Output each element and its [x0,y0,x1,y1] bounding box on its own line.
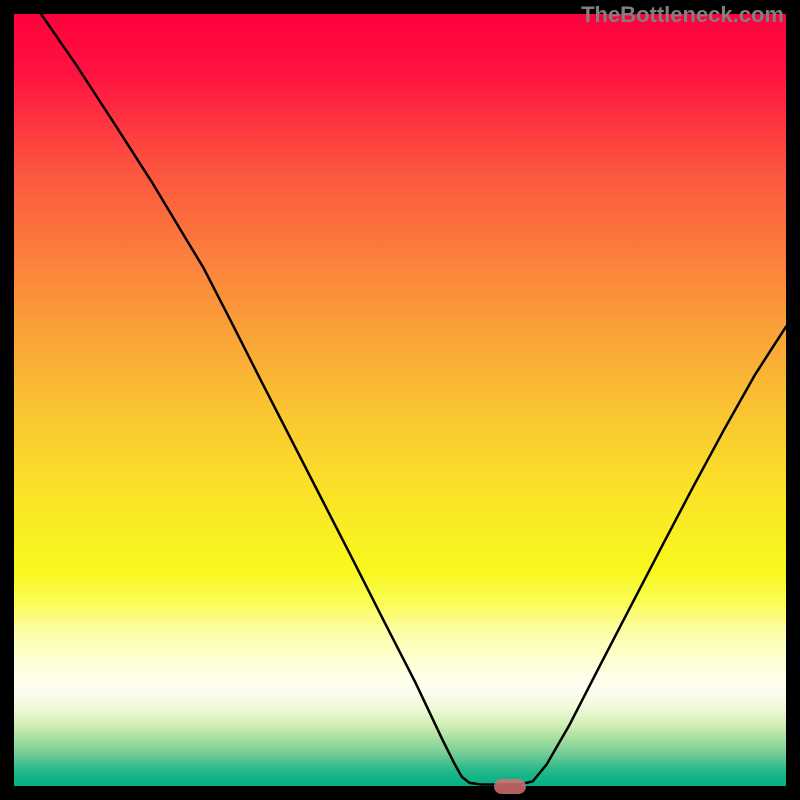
plot-background [14,14,786,786]
bottleneck-chart: TheBottleneck.com [0,0,800,800]
watermark-text: TheBottleneck.com [581,2,784,28]
optimal-marker [494,779,526,794]
chart-svg [0,0,800,800]
